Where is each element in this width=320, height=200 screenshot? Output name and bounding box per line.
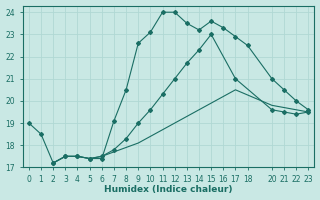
X-axis label: Humidex (Indice chaleur): Humidex (Indice chaleur)	[104, 185, 233, 194]
